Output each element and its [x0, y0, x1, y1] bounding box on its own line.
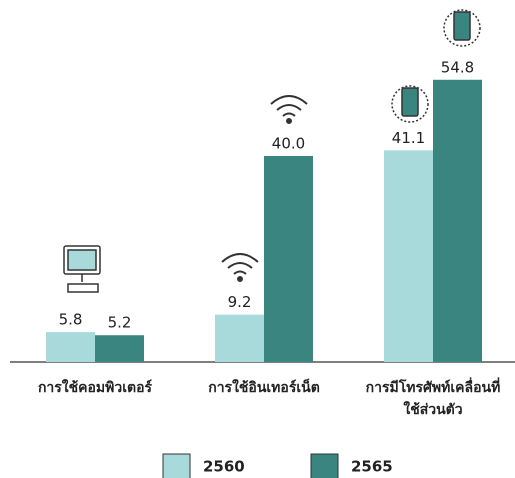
value-label: 54.8: [441, 58, 474, 76]
x-tick-label: การใช้อินเทอร์เน็ต: [208, 380, 320, 396]
legend-label: 2560: [203, 458, 245, 476]
phone-icon: [443, 9, 481, 47]
x-tick-label: การมีโทรศัพท์เคลื่อนที่ ใช้ส่วนตัว: [365, 380, 501, 418]
value-label: 5.8: [59, 311, 83, 329]
bar: [95, 335, 144, 362]
bar: [215, 314, 264, 362]
computer-icon: [63, 245, 101, 293]
value-label: 40.0: [272, 135, 305, 153]
legend-swatch: [310, 453, 339, 478]
bar: [433, 79, 482, 362]
phone-icon: [391, 85, 429, 123]
legend-label: 2565: [351, 458, 393, 476]
bar: [264, 156, 313, 362]
value-label: 5.2: [108, 314, 132, 332]
legend-swatch: [162, 453, 191, 478]
value-label: 9.2: [228, 293, 252, 311]
wifi-icon: [270, 95, 308, 124]
x-tick-label: การใช้คอมพิวเตอร์: [37, 380, 153, 396]
wifi-icon: [221, 253, 259, 282]
bar: [384, 150, 433, 362]
value-label: 41.1: [392, 129, 425, 147]
bar: [46, 332, 95, 362]
